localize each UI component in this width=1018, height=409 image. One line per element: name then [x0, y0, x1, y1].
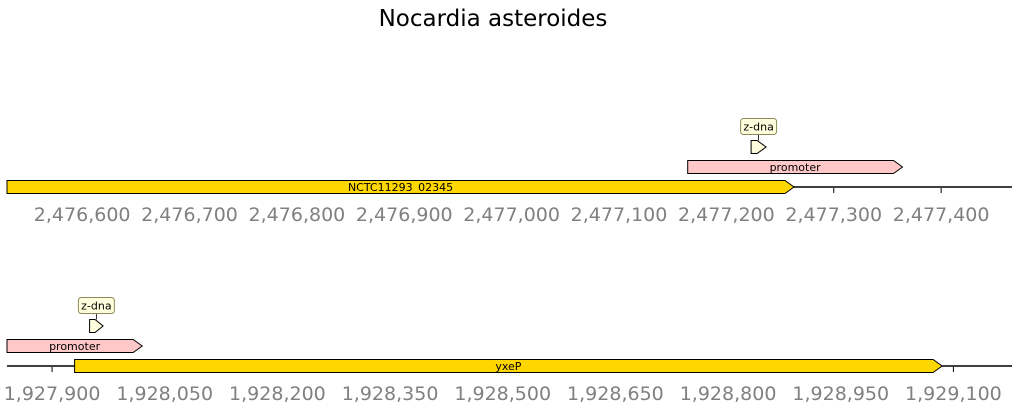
figure-title: Nocardia asteroides [379, 6, 608, 32]
axis-tick-label: 2,476,800 [249, 204, 346, 226]
axis-tick-label: 2,477,000 [463, 204, 560, 226]
z-dna-arrow [89, 319, 104, 333]
axis-tick-label: 1,929,100 [905, 383, 1002, 405]
axis-tick-label: 1,927,900 [4, 383, 101, 405]
gene-arrow [74, 359, 943, 373]
axis-tick-label: 1,928,200 [229, 383, 326, 405]
axis-tick-label: 1,928,050 [116, 383, 213, 405]
axis-tick-label: 2,477,100 [571, 204, 668, 226]
axis-tick-label: 2,476,600 [34, 204, 131, 226]
gene-arrow [6, 180, 795, 194]
axis-tick-label: 2,477,200 [678, 204, 775, 226]
feature-label: yxeP [495, 360, 521, 373]
feature-label-box [740, 118, 778, 135]
feature-label: NCTC11293_02345 [348, 181, 453, 194]
promoter-arrow [6, 339, 144, 353]
feature-label: z-dna [81, 300, 111, 313]
panels: 2,476,600 2,476,700 2,476,800 2,476,900 2,47… [4, 118, 1012, 405]
axis-tick-label: 1,928,800 [680, 383, 777, 405]
axis-tick-label: 2,477,400 [893, 204, 990, 226]
axis-tick-label: 2,476,700 [141, 204, 238, 226]
feature-label: z-dna [743, 121, 773, 134]
z-dna-arrow [750, 140, 767, 154]
axis-tick-label: 1,928,950 [792, 383, 889, 405]
gene-map-panel-1: 2,476,600 2,476,700 2,476,800 2,476,900 2,47… [6, 118, 1012, 226]
axis-tick-label: 1,928,500 [454, 383, 551, 405]
gene-map-panel-2: 1,927,900 1,928,050 1,928,200 1,928,350 1,92… [4, 297, 1012, 405]
axis-tick-label: 1,928,350 [342, 383, 439, 405]
promoter-arrow [687, 160, 904, 174]
axis-tick-label: 2,476,900 [356, 204, 453, 226]
axis-tick-label: 2,477,300 [785, 204, 882, 226]
feature-label-box [77, 297, 115, 314]
feature-label: promoter [49, 340, 101, 353]
feature-label: promoter [770, 161, 822, 174]
axis-tick-label: 1,928,650 [567, 383, 664, 405]
